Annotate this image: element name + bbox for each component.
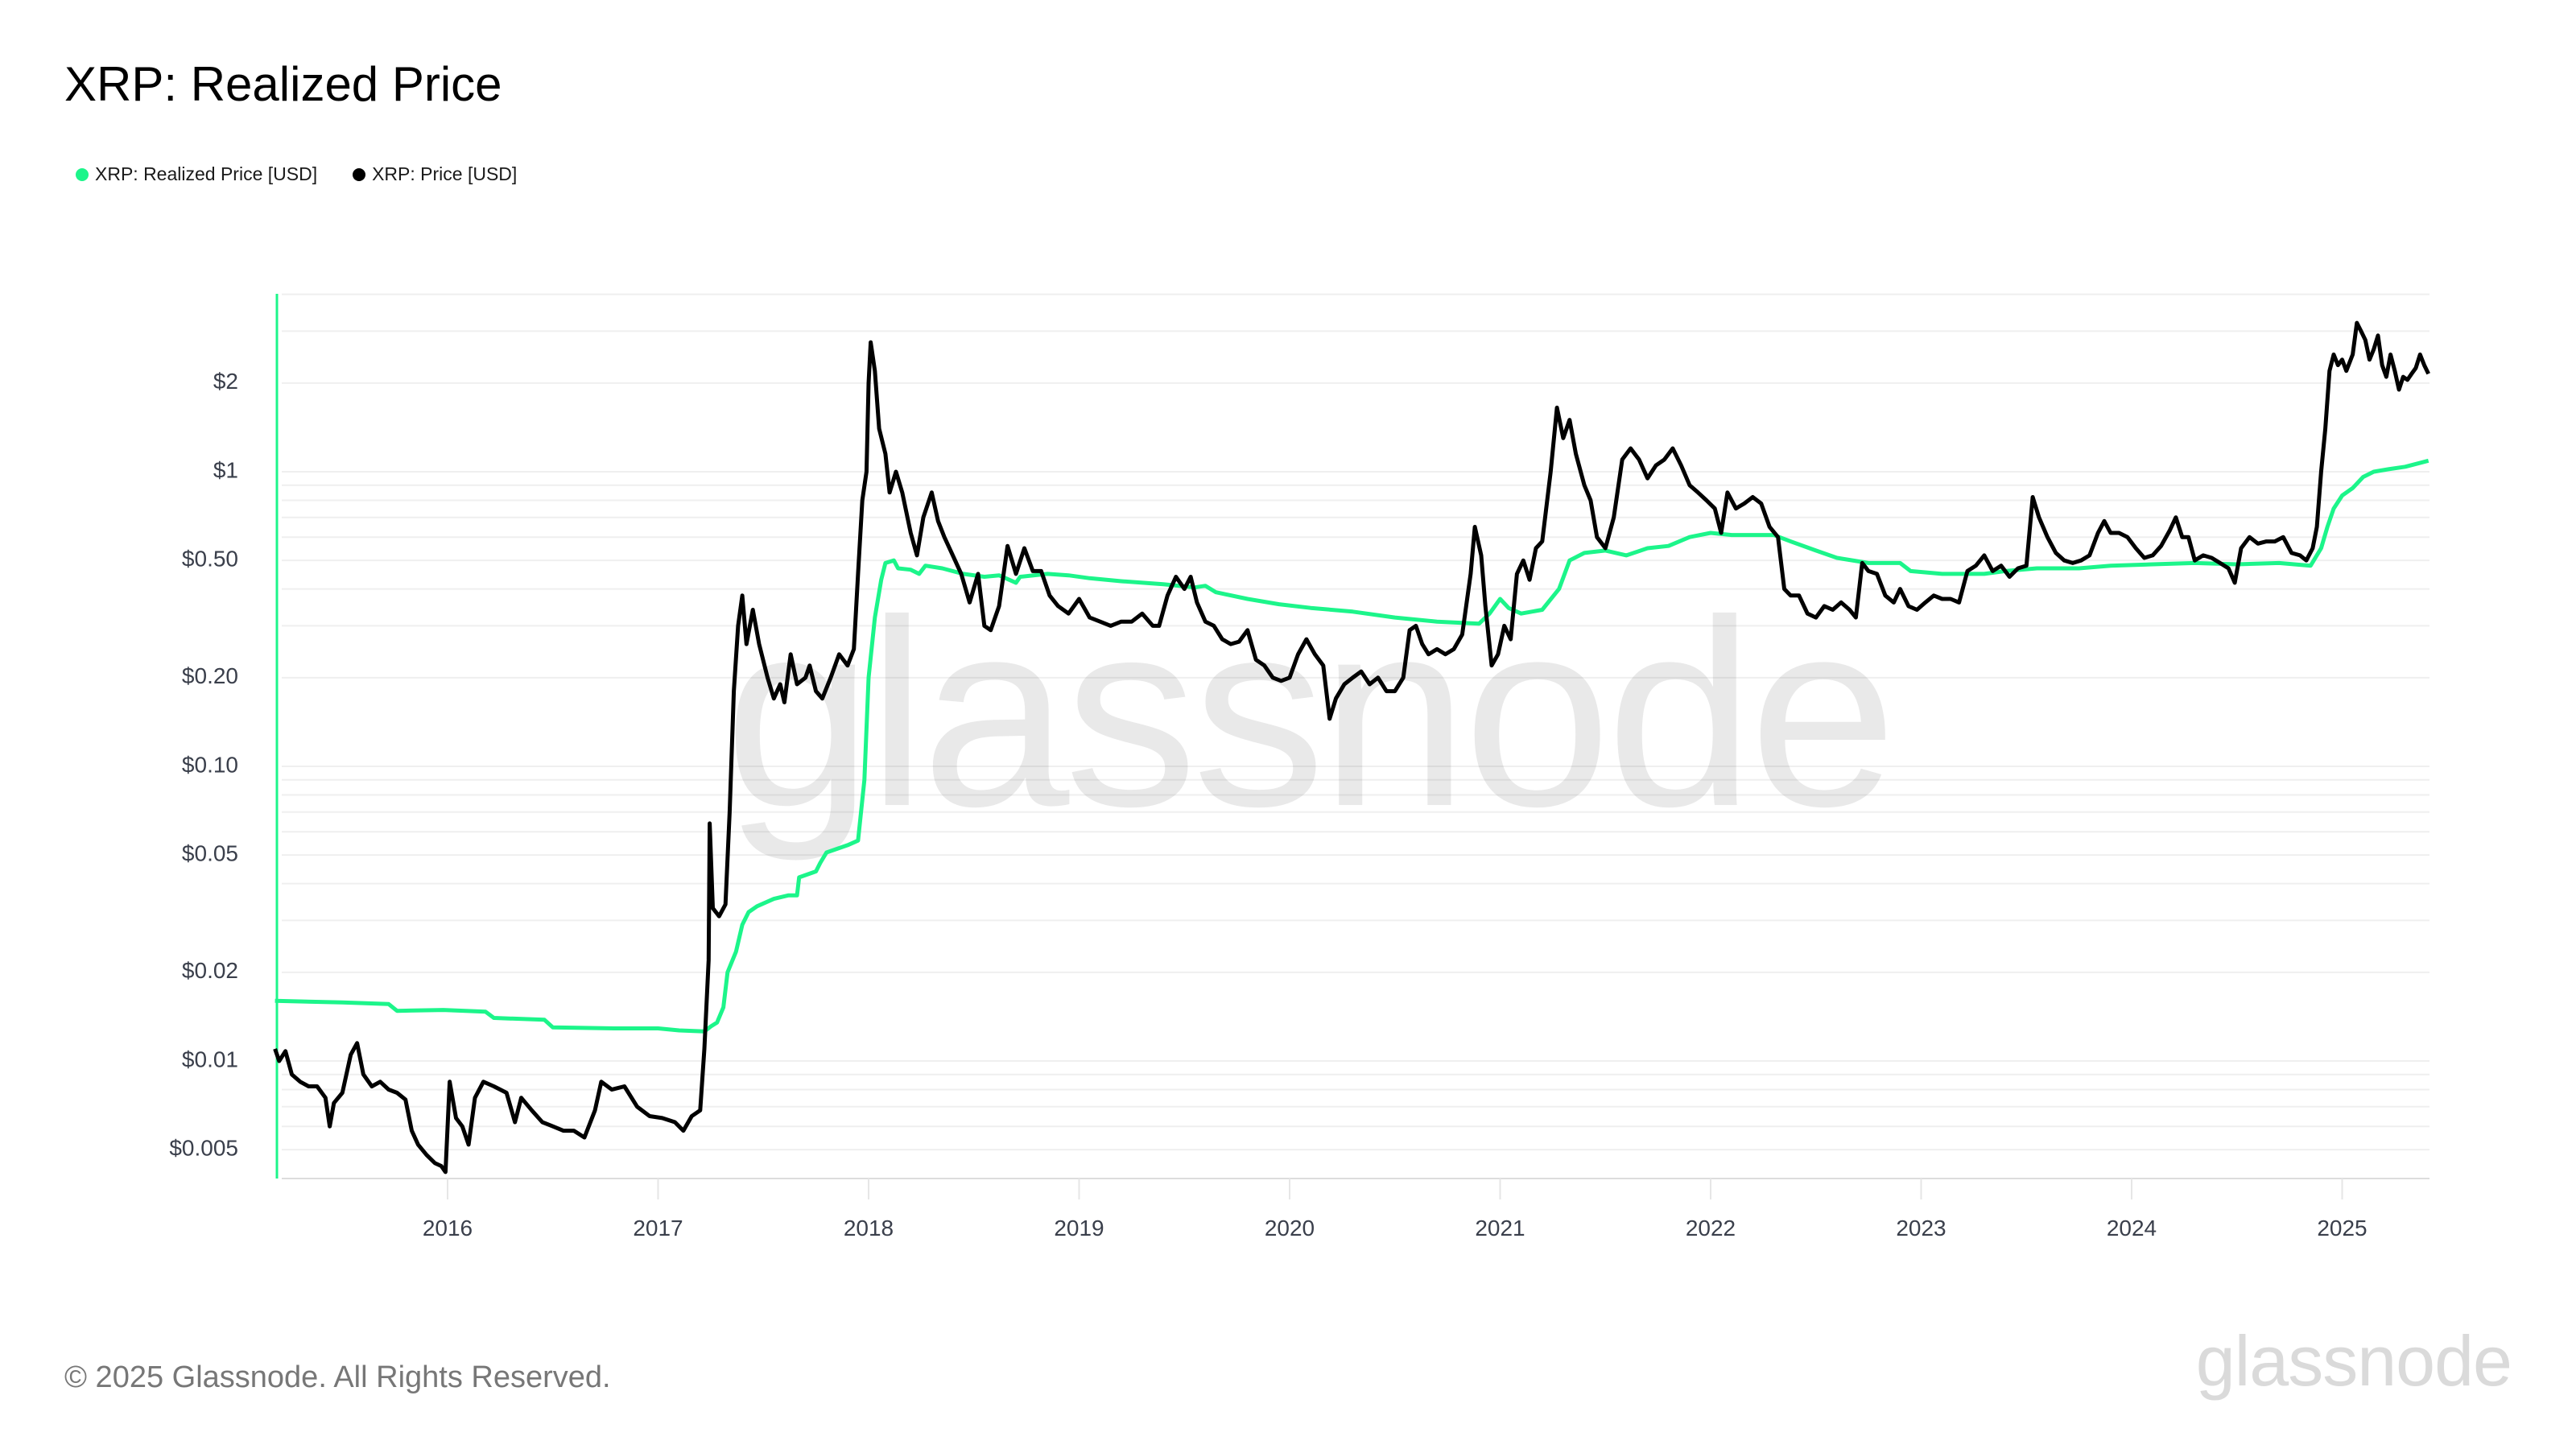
realized-price-line[interactable] (275, 458, 2429, 1034)
y-tick-label: $0.05 (182, 841, 238, 866)
x-tick-label: 2023 (1896, 1216, 1946, 1241)
y-tick-label: $0.10 (182, 752, 238, 777)
y-tick-label: $2 (213, 369, 238, 394)
y-tick-label: $1 (213, 457, 238, 482)
y-tick-label: $0.005 (169, 1136, 238, 1161)
x-tick-label: 2025 (2317, 1216, 2367, 1241)
chart-legend: XRP: Realized Price [USD] XRP: Price [US… (76, 163, 552, 185)
copyright-text: © 2025 Glassnode. All Rights Reserved. (64, 1360, 611, 1394)
x-tick-label: 2016 (423, 1216, 473, 1241)
x-tick-label: 2020 (1265, 1216, 1315, 1241)
x-tick-label: 2019 (1054, 1216, 1104, 1241)
page-title: XRP: Realized Price (64, 57, 502, 111)
x-axis: 2016 2017 2018 2019 2020 2021 2022 2023 2024 2025 (423, 1179, 2368, 1241)
x-tick-label: 2024 (2107, 1216, 2157, 1241)
x-tick-label: 2018 (844, 1216, 894, 1241)
y-tick-label: $0.50 (182, 547, 238, 572)
legend-item-realized-price[interactable]: XRP: Realized Price [USD] (76, 163, 317, 185)
legend-label: XRP: Price [USD] (372, 163, 518, 184)
y-tick-label: $0.02 (182, 958, 238, 983)
x-tick-label: 2017 (633, 1216, 683, 1241)
y-tick-label: $0.01 (182, 1046, 238, 1071)
glassnode-logo: glassnode (2195, 1321, 2512, 1401)
x-tick-label: 2021 (1475, 1216, 1525, 1241)
y-tick-label: $0.20 (182, 663, 238, 688)
legend-label: XRP: Realized Price [USD] (95, 163, 318, 184)
price-line[interactable] (273, 320, 2430, 1174)
watermark-logo: glassnode (724, 564, 1893, 863)
x-tick-label: 2022 (1686, 1216, 1736, 1241)
legend-item-price[interactable]: XRP: Price [USD] (353, 163, 517, 185)
legend-dot-icon (76, 167, 89, 181)
gridlines (282, 293, 2429, 1179)
y-axis: $2 $1 $0.50 $0.20 $0.10 $0.05 $0.02 $0.01 $0.005 (169, 369, 238, 1160)
legend-dot-icon (353, 167, 366, 181)
